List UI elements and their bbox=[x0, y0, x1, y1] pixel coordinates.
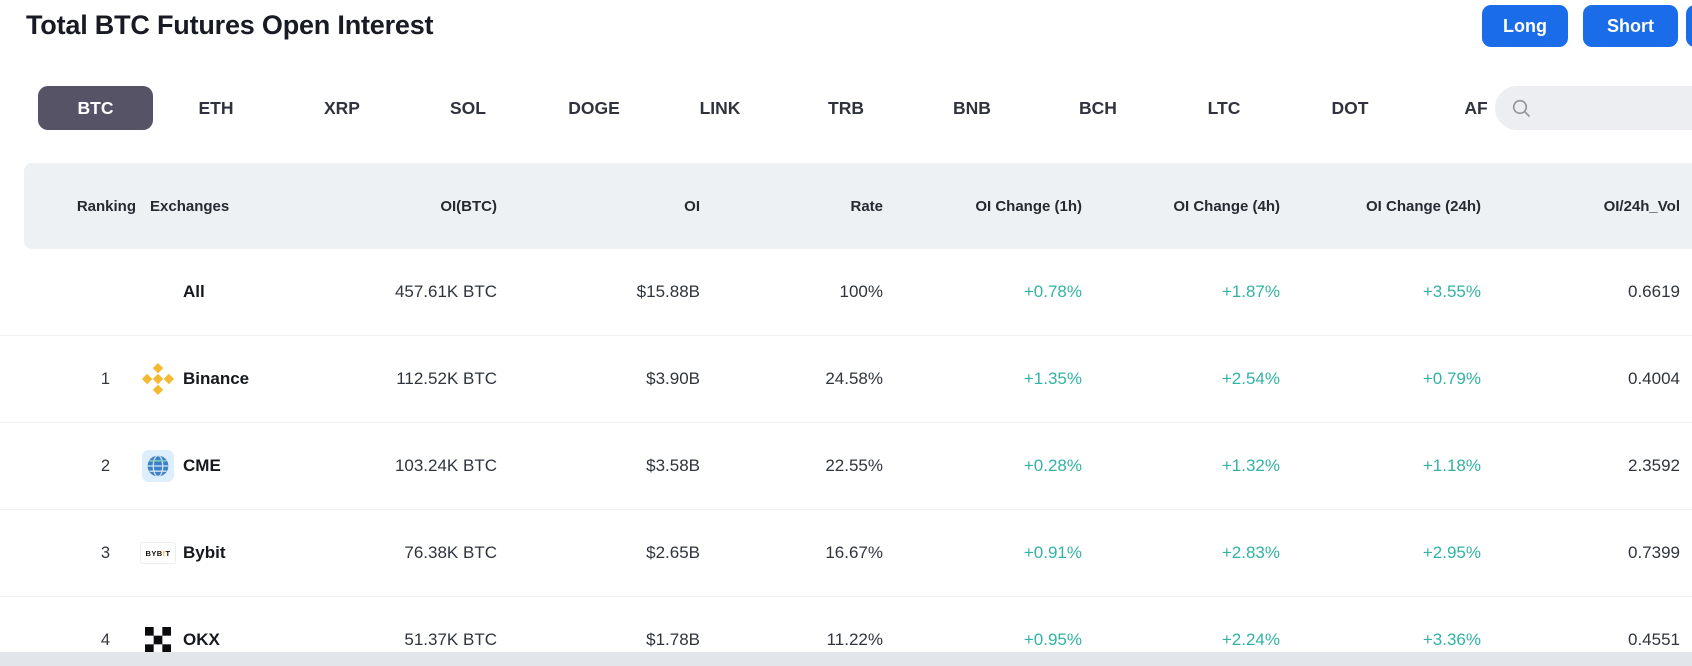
tab-ltc[interactable]: LTC bbox=[1161, 86, 1287, 130]
long-button[interactable]: Long bbox=[1482, 5, 1568, 47]
tab-eth[interactable]: ETH bbox=[153, 86, 279, 130]
oi-change-24h-cell: +3.36% bbox=[1422, 630, 1481, 649]
oi-btc-cell: 112.52K BTC bbox=[396, 369, 497, 388]
bybit-logo-icon: BYB! T bbox=[140, 535, 176, 571]
oi-24h-vol-cell: 0.7399 bbox=[1628, 543, 1680, 562]
exchange-name: CME bbox=[183, 456, 221, 475]
oi-24h-vol-cell: 0.4004 bbox=[1628, 369, 1680, 388]
tab-af[interactable]: AF bbox=[1413, 86, 1539, 130]
oi-btc-cell: 457.61K BTC bbox=[394, 282, 497, 301]
ranking-cell: 3 bbox=[100, 543, 110, 562]
col-header-oi-change-4h: OI Change (4h) bbox=[1173, 197, 1280, 215]
oi-change-1h-cell: +0.78% bbox=[1023, 282, 1082, 301]
okx-logo-icon bbox=[140, 622, 176, 658]
search-bar[interactable] bbox=[1495, 86, 1692, 130]
oi-change-4h-cell: +2.24% bbox=[1221, 630, 1280, 649]
exchange-name: Bybit bbox=[183, 543, 226, 562]
oi-change-24h-cell: +0.79% bbox=[1422, 369, 1481, 388]
oi-change-1h-cell: +1.35% bbox=[1023, 369, 1082, 388]
tab-xrp[interactable]: XRP bbox=[279, 86, 405, 130]
table-row-bybit[interactable]: 3 BYB! T Bybit 76.38K BTC $2.65B 16.67% +… bbox=[0, 510, 1692, 597]
no-icon-spacer bbox=[140, 274, 176, 310]
table-body: All 457.61K BTC $15.88B 100% +0.78% +1.8… bbox=[0, 249, 1692, 666]
oi-change-24h-cell: +2.95% bbox=[1422, 543, 1481, 562]
oi-cell: $3.58B bbox=[646, 456, 700, 475]
table-row-cme[interactable]: 2 CME 103.24K BTC $3.58B 22.55% +0.2 bbox=[0, 423, 1692, 510]
oi-cell: $3.90B bbox=[646, 369, 700, 388]
tab-sol[interactable]: SOL bbox=[405, 86, 531, 130]
tab-bnb[interactable]: BNB bbox=[909, 86, 1035, 130]
short-button[interactable]: Short bbox=[1583, 5, 1678, 47]
tab-trb[interactable]: TRB bbox=[783, 86, 909, 130]
oi-24h-vol-cell: 2.3592 bbox=[1628, 456, 1680, 475]
cme-logo-icon bbox=[140, 448, 176, 484]
oi-change-1h-cell: +0.95% bbox=[1023, 630, 1082, 649]
oi-change-1h-cell: +0.91% bbox=[1023, 543, 1082, 562]
exchange-name: OKX bbox=[183, 630, 220, 649]
ranking-cell: 4 bbox=[100, 630, 110, 649]
oi-change-1h-cell: +0.28% bbox=[1023, 456, 1082, 475]
ranking-cell: 2 bbox=[100, 456, 110, 475]
col-header-oi-change-1h: OI Change (1h) bbox=[975, 197, 1082, 215]
oi-cell: $15.88B bbox=[636, 282, 700, 301]
horizontal-scrollbar[interactable] bbox=[0, 652, 1692, 666]
oi-change-24h-cell: +1.18% bbox=[1422, 456, 1481, 475]
tab-bch[interactable]: BCH bbox=[1035, 86, 1161, 130]
rate-cell: 24.58% bbox=[825, 369, 883, 388]
oi-change-4h-cell: +1.32% bbox=[1221, 456, 1280, 475]
coin-tab-bar: BTC ETH XRP SOL DOGE LINK TRB BNB BCH LT… bbox=[38, 86, 1539, 130]
ranking-cell: 1 bbox=[100, 369, 110, 388]
oi-24h-vol-cell: 0.4551 bbox=[1628, 630, 1680, 649]
rate-cell: 16.67% bbox=[825, 543, 883, 562]
oi-change-24h-cell: +3.55% bbox=[1422, 282, 1481, 301]
oi-24h-vol-cell: 0.6619 bbox=[1628, 282, 1680, 301]
exchange-name: All bbox=[183, 282, 205, 301]
tab-dot[interactable]: DOT bbox=[1287, 86, 1413, 130]
oi-btc-cell: 103.24K BTC bbox=[394, 456, 497, 475]
rate-cell: 100% bbox=[839, 282, 883, 301]
oi-btc-cell: 76.38K BTC bbox=[404, 543, 497, 562]
col-header-oi: OI bbox=[684, 197, 700, 215]
page-title: Total BTC Futures Open Interest bbox=[26, 10, 434, 40]
table-row-all[interactable]: All 457.61K BTC $15.88B 100% +0.78% +1.8… bbox=[0, 249, 1692, 336]
oi-change-4h-cell: +2.83% bbox=[1221, 543, 1280, 562]
tab-link[interactable]: LINK bbox=[657, 86, 783, 130]
col-header-oi-btc: OI(BTC) bbox=[440, 197, 497, 215]
oi-cell: $1.78B bbox=[646, 630, 700, 649]
tab-btc[interactable]: BTC bbox=[38, 86, 153, 130]
clipped-edge-button[interactable] bbox=[1686, 5, 1692, 47]
magnifier-icon bbox=[1511, 98, 1532, 119]
col-header-exchanges: Exchanges bbox=[150, 197, 230, 215]
rate-cell: 22.55% bbox=[825, 456, 883, 475]
table-header: Ranking Exchanges OI(BTC) OI Rate OI Cha… bbox=[24, 163, 1692, 249]
rate-cell: 11.22% bbox=[826, 630, 883, 649]
col-header-rate: Rate bbox=[850, 197, 883, 215]
oi-btc-cell: 51.37K BTC bbox=[404, 630, 497, 649]
table-row-binance[interactable]: 1 Binance 112.52K BTC $3. bbox=[0, 336, 1692, 423]
tab-doge[interactable]: DOGE bbox=[531, 86, 657, 130]
oi-cell: $2.65B bbox=[646, 543, 700, 562]
exchange-name: Binance bbox=[183, 369, 250, 388]
col-header-ranking: Ranking bbox=[76, 197, 136, 215]
oi-change-4h-cell: +1.87% bbox=[1221, 282, 1280, 301]
oi-change-4h-cell: +2.54% bbox=[1221, 369, 1280, 388]
binance-logo-icon bbox=[140, 361, 176, 397]
col-header-oi-24h-vol: OI/24h_Vol bbox=[1603, 197, 1680, 215]
col-header-oi-change-24h: OI Change (24h) bbox=[1365, 197, 1481, 215]
